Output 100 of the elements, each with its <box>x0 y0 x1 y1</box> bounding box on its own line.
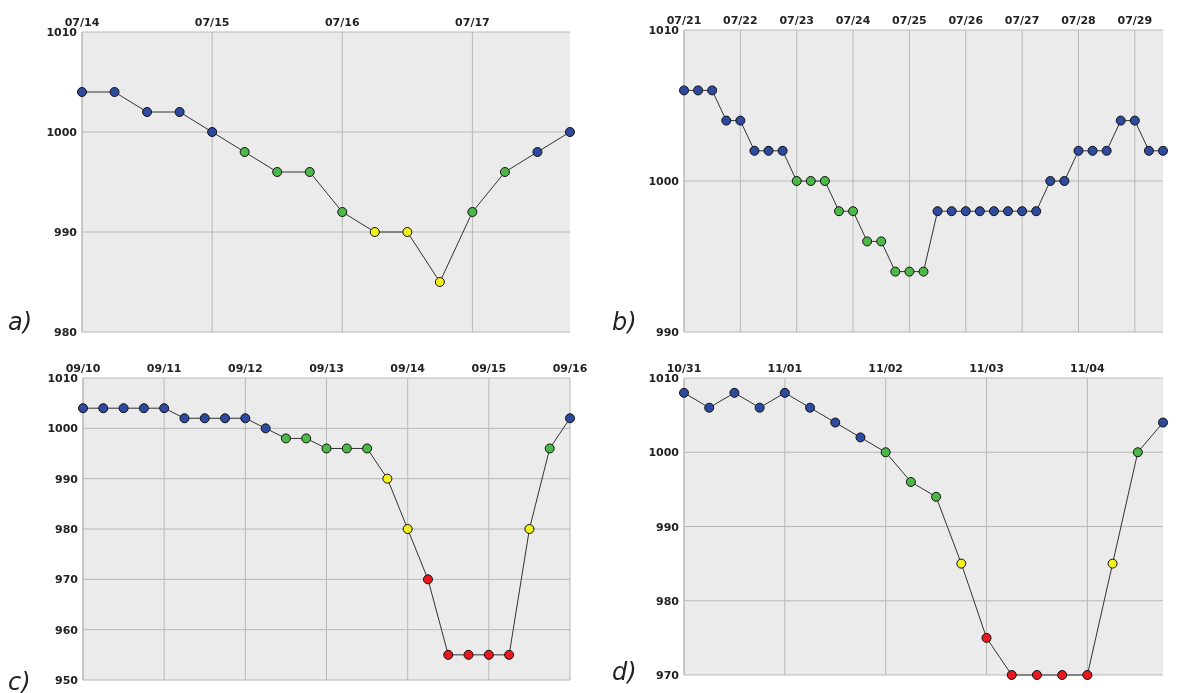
x-tick-label: 10/31 <box>666 362 702 375</box>
x-tick-label: 07/27 <box>1004 14 1040 27</box>
point <box>830 417 841 428</box>
point <box>402 524 413 534</box>
text: c) <box>8 668 31 693</box>
point <box>1158 145 1168 156</box>
point <box>754 402 765 413</box>
point <box>272 167 283 177</box>
point <box>504 649 515 660</box>
point <box>855 432 866 443</box>
point <box>880 447 891 458</box>
point <box>1087 145 1098 156</box>
x-tick-label: 07/21 <box>666 14 702 27</box>
point <box>956 558 967 569</box>
y-tick-label: 980 <box>656 594 680 608</box>
point <box>1082 670 1093 680</box>
x-tick-label: 07/26 <box>948 14 984 27</box>
x-tick-label: 09/15 <box>471 362 507 375</box>
point <box>98 403 109 414</box>
point <box>1031 206 1042 217</box>
y-tick-label: 1010 <box>46 26 78 39</box>
y-tick-label: 960 <box>55 623 79 637</box>
text: a) <box>8 308 33 336</box>
point <box>876 236 887 247</box>
point <box>301 433 312 444</box>
text: b) <box>612 308 637 336</box>
point <box>805 402 816 413</box>
point <box>693 85 704 96</box>
point <box>443 649 454 660</box>
y-tick-label: 980 <box>54 326 78 339</box>
point <box>565 127 575 137</box>
point <box>679 387 689 398</box>
point <box>791 176 802 186</box>
x-tick-label: 07/29 <box>1117 14 1153 27</box>
point <box>77 87 87 97</box>
point <box>369 227 380 237</box>
point <box>890 266 901 277</box>
point <box>434 277 445 287</box>
point <box>199 413 210 424</box>
point <box>142 107 153 117</box>
y-tick-label: 1010 <box>47 372 79 385</box>
point <box>974 206 985 217</box>
point <box>1017 206 1028 217</box>
y-tick-label: 990 <box>656 520 680 534</box>
y-tick-label: 1010 <box>648 24 680 37</box>
point <box>749 145 760 156</box>
point <box>1101 145 1112 156</box>
point <box>483 649 494 660</box>
y-tick-label: 1000 <box>47 422 79 436</box>
x-tick-label: 11/02 <box>868 362 903 375</box>
point <box>1031 670 1042 680</box>
point <box>905 476 916 487</box>
point <box>707 85 718 96</box>
point <box>1129 115 1140 126</box>
x-tick-label: 11/03 <box>969 362 1004 375</box>
y-tick-label: 1000 <box>648 446 680 460</box>
point <box>1115 115 1126 126</box>
point <box>239 147 250 157</box>
x-tick-label: 07/28 <box>1061 14 1096 27</box>
point <box>981 632 992 643</box>
point <box>1003 206 1014 217</box>
y-tick-label: 970 <box>55 573 79 587</box>
point <box>532 147 543 157</box>
point <box>1073 145 1084 156</box>
point <box>988 206 999 217</box>
point <box>544 443 555 454</box>
point <box>179 413 190 424</box>
point <box>704 402 715 413</box>
point <box>260 423 271 434</box>
point <box>679 85 689 96</box>
point <box>1143 145 1154 156</box>
point <box>1045 176 1056 186</box>
point <box>918 266 929 277</box>
point <box>463 649 474 660</box>
x-tick-label: 09/11 <box>146 362 182 375</box>
x-tick-label: 07/25 <box>892 14 927 27</box>
point <box>1057 670 1068 680</box>
point <box>321 443 332 454</box>
point <box>805 176 816 186</box>
x-tick-label: 07/22 <box>723 14 758 27</box>
point <box>499 167 510 177</box>
point <box>118 403 129 414</box>
y-tick-label: 1000 <box>648 175 680 188</box>
x-tick-label: 07/15 <box>194 16 230 29</box>
point <box>777 145 788 156</box>
point <box>220 413 231 424</box>
point <box>819 176 830 186</box>
point <box>207 127 218 137</box>
point <box>779 387 790 398</box>
point <box>240 413 251 424</box>
point <box>422 574 433 585</box>
point <box>960 206 971 217</box>
point <box>341 443 352 454</box>
point <box>174 107 185 117</box>
point <box>159 403 170 414</box>
x-tick-label: 09/10 <box>65 362 101 375</box>
point <box>109 87 120 97</box>
point <box>932 206 943 217</box>
point <box>402 227 413 237</box>
y-tick-label: 1000 <box>46 126 78 139</box>
